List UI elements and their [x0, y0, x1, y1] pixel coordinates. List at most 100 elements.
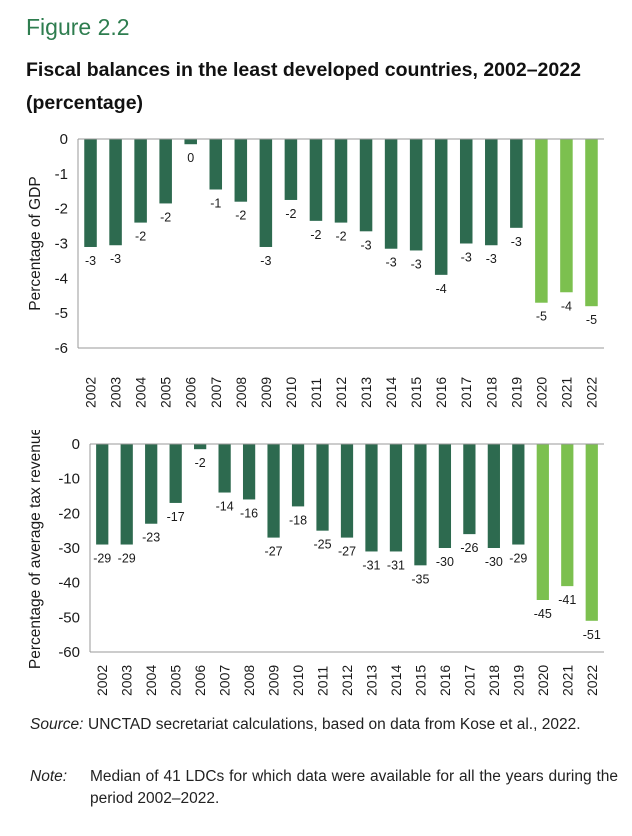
gdp-data-label-2015: -3 [411, 257, 422, 271]
gdp-bar-2021 [560, 139, 573, 293]
tax-data-label-2010: -18 [289, 513, 307, 527]
gdp-xtick-label: 2007 [208, 377, 224, 408]
tax-ytick-label: -10 [58, 471, 80, 488]
source-text: UNCTAD secretariat calculations, based o… [88, 716, 581, 733]
tax-data-label-2003: -29 [118, 552, 136, 566]
gdp-bar-2009 [259, 139, 273, 247]
tax-xtick-label: 2014 [388, 665, 404, 696]
gdp-bar-2004 [134, 139, 147, 223]
tax-bar-2012 [340, 444, 354, 538]
gdp-bar-2016 [434, 139, 448, 275]
tax-xtick-label: 2003 [119, 665, 135, 696]
tax-data-label-2007: -14 [216, 500, 234, 514]
tax-xtick-label: 2013 [363, 665, 379, 696]
tax-xtick-label: 2015 [412, 665, 428, 696]
tax-data-label-2016: -30 [436, 555, 454, 569]
gdp-ytick-label: -6 [55, 340, 68, 357]
gdp-bar-2017 [459, 139, 473, 244]
gdp-bar-2013 [359, 139, 373, 232]
note-text: Median of 41 LDCs for which data were av… [90, 768, 618, 807]
gdp-xtick-label: 2016 [433, 377, 449, 408]
chart-gdp-svg: Percentage of GDP 0 -1 -2 -3 -4 -5 -6 -3 2002 -3 20… [27, 131, 604, 408]
gdp-xtick-label: 2013 [358, 377, 374, 408]
gdp-data-label-2010: -2 [285, 207, 296, 221]
tax-bar-2019 [512, 444, 525, 545]
gdp-xtick-label: 2020 [533, 377, 549, 408]
gdp-data-label-2006: 0 [187, 151, 194, 165]
tax-ytick-label: -40 [58, 575, 80, 592]
gdp-xtick-label: 2015 [408, 377, 424, 408]
gdp-xtick-label: 2017 [458, 377, 474, 408]
gdp-bar-2014 [384, 139, 398, 249]
tax-ytick-label: -50 [58, 609, 80, 626]
tax-data-label-2005: -17 [167, 510, 185, 524]
gdp-data-label-2017: -3 [461, 251, 472, 265]
gdp-xtick-label: 2005 [158, 377, 174, 408]
gdp-data-label-2004: -2 [135, 230, 146, 244]
gdp-bar-2019 [510, 139, 523, 228]
gdp-bar-2022 [585, 139, 598, 307]
chart-tax-revenue-svg: Percentage of average tax revenue 0 -10 -20… [27, 430, 604, 696]
tax-bar-2014 [389, 444, 403, 552]
gdp-bar-2015 [409, 139, 423, 251]
gdp-ytick-label: -3 [55, 236, 68, 253]
subtitle-text: (percentage) [26, 92, 144, 114]
gdp-ytick-label: -5 [55, 305, 68, 322]
gdp-xtick-label: 2011 [308, 378, 324, 408]
tax-bar-2006 [194, 444, 207, 450]
gdp-data-label-2007: -1 [210, 197, 221, 211]
tax-data-label-2020: -45 [534, 607, 552, 621]
gdp-xtick-label: 2014 [383, 377, 399, 408]
gdp-xtick-label: 2018 [483, 377, 499, 408]
tax-bar-2015 [414, 444, 427, 566]
gdp-xtick-label: 2022 [583, 377, 599, 408]
tax-data-label-2009: -27 [265, 545, 283, 559]
tax-xtick-label: 2019 [510, 665, 526, 696]
tax-xtick-label: 2018 [486, 665, 502, 696]
figure-label: Figure 2.2 [26, 14, 130, 40]
gdp-bar-2007 [209, 139, 223, 190]
note-label: Note: [30, 768, 68, 785]
gdp-data-label-2008: -2 [235, 209, 246, 223]
gdp-ytick-label: -2 [55, 201, 68, 218]
gdp-data-label-2013: -3 [360, 238, 371, 252]
tax-bar-2013 [365, 444, 378, 552]
gdp-data-label-2005: -2 [160, 210, 171, 224]
gdp-ytick-label: 0 [60, 131, 68, 148]
tax-data-label-2019: -29 [509, 552, 527, 566]
gdp-xtick-label: 2021 [558, 377, 574, 408]
tax-xtick-label: 2006 [192, 665, 208, 696]
gdp-xtick-label: 2004 [133, 377, 149, 408]
gdp-bar-2005 [159, 139, 172, 204]
tax-xtick-label: 2012 [339, 665, 355, 696]
tax-data-label-2008: -16 [240, 506, 258, 520]
note-block: Note: Median of 41 LDCs for which data w… [30, 766, 620, 812]
tax-bar-2018 [487, 444, 500, 548]
tax-data-label-2017: -26 [460, 541, 478, 555]
tax-xtick-label: 2010 [290, 665, 306, 696]
tax-data-label-2022: -51 [583, 628, 601, 642]
gdp-bar-2002 [84, 139, 97, 247]
gdp-ytick-label: -1 [55, 166, 68, 183]
gdp-xtick-label: 2019 [508, 377, 524, 408]
tax-bar-2008 [242, 444, 256, 500]
tax-bar-2021 [561, 444, 574, 587]
tax-bar-2002 [96, 444, 109, 545]
tax-xtick-label: 2002 [94, 665, 110, 696]
tax-bar-2022 [585, 444, 598, 621]
tax-xtick-label: 2021 [559, 665, 575, 696]
tax-ytick-label: 0 [72, 436, 80, 453]
tax-bar-2003 [120, 444, 133, 545]
gdp-bar-2011 [309, 139, 323, 221]
tax-xtick-label: 2020 [535, 665, 551, 696]
gdp-data-label-2016: -4 [436, 282, 447, 296]
gdp-bar-2018 [485, 139, 498, 246]
tax-xtick-label: 2017 [461, 665, 477, 696]
gdp-xtick-label: 2003 [108, 377, 124, 408]
chart-tax-revenue: Percentage of average tax revenue 0 -10 -20… [0, 430, 632, 700]
gdp-data-label-2020: -5 [536, 310, 547, 324]
gdp-data-label-2019: -3 [511, 235, 522, 249]
gdp-data-label-2011: -2 [310, 228, 321, 242]
gdp-data-label-2021: -4 [561, 299, 572, 313]
tax-bar-2010 [291, 444, 305, 507]
